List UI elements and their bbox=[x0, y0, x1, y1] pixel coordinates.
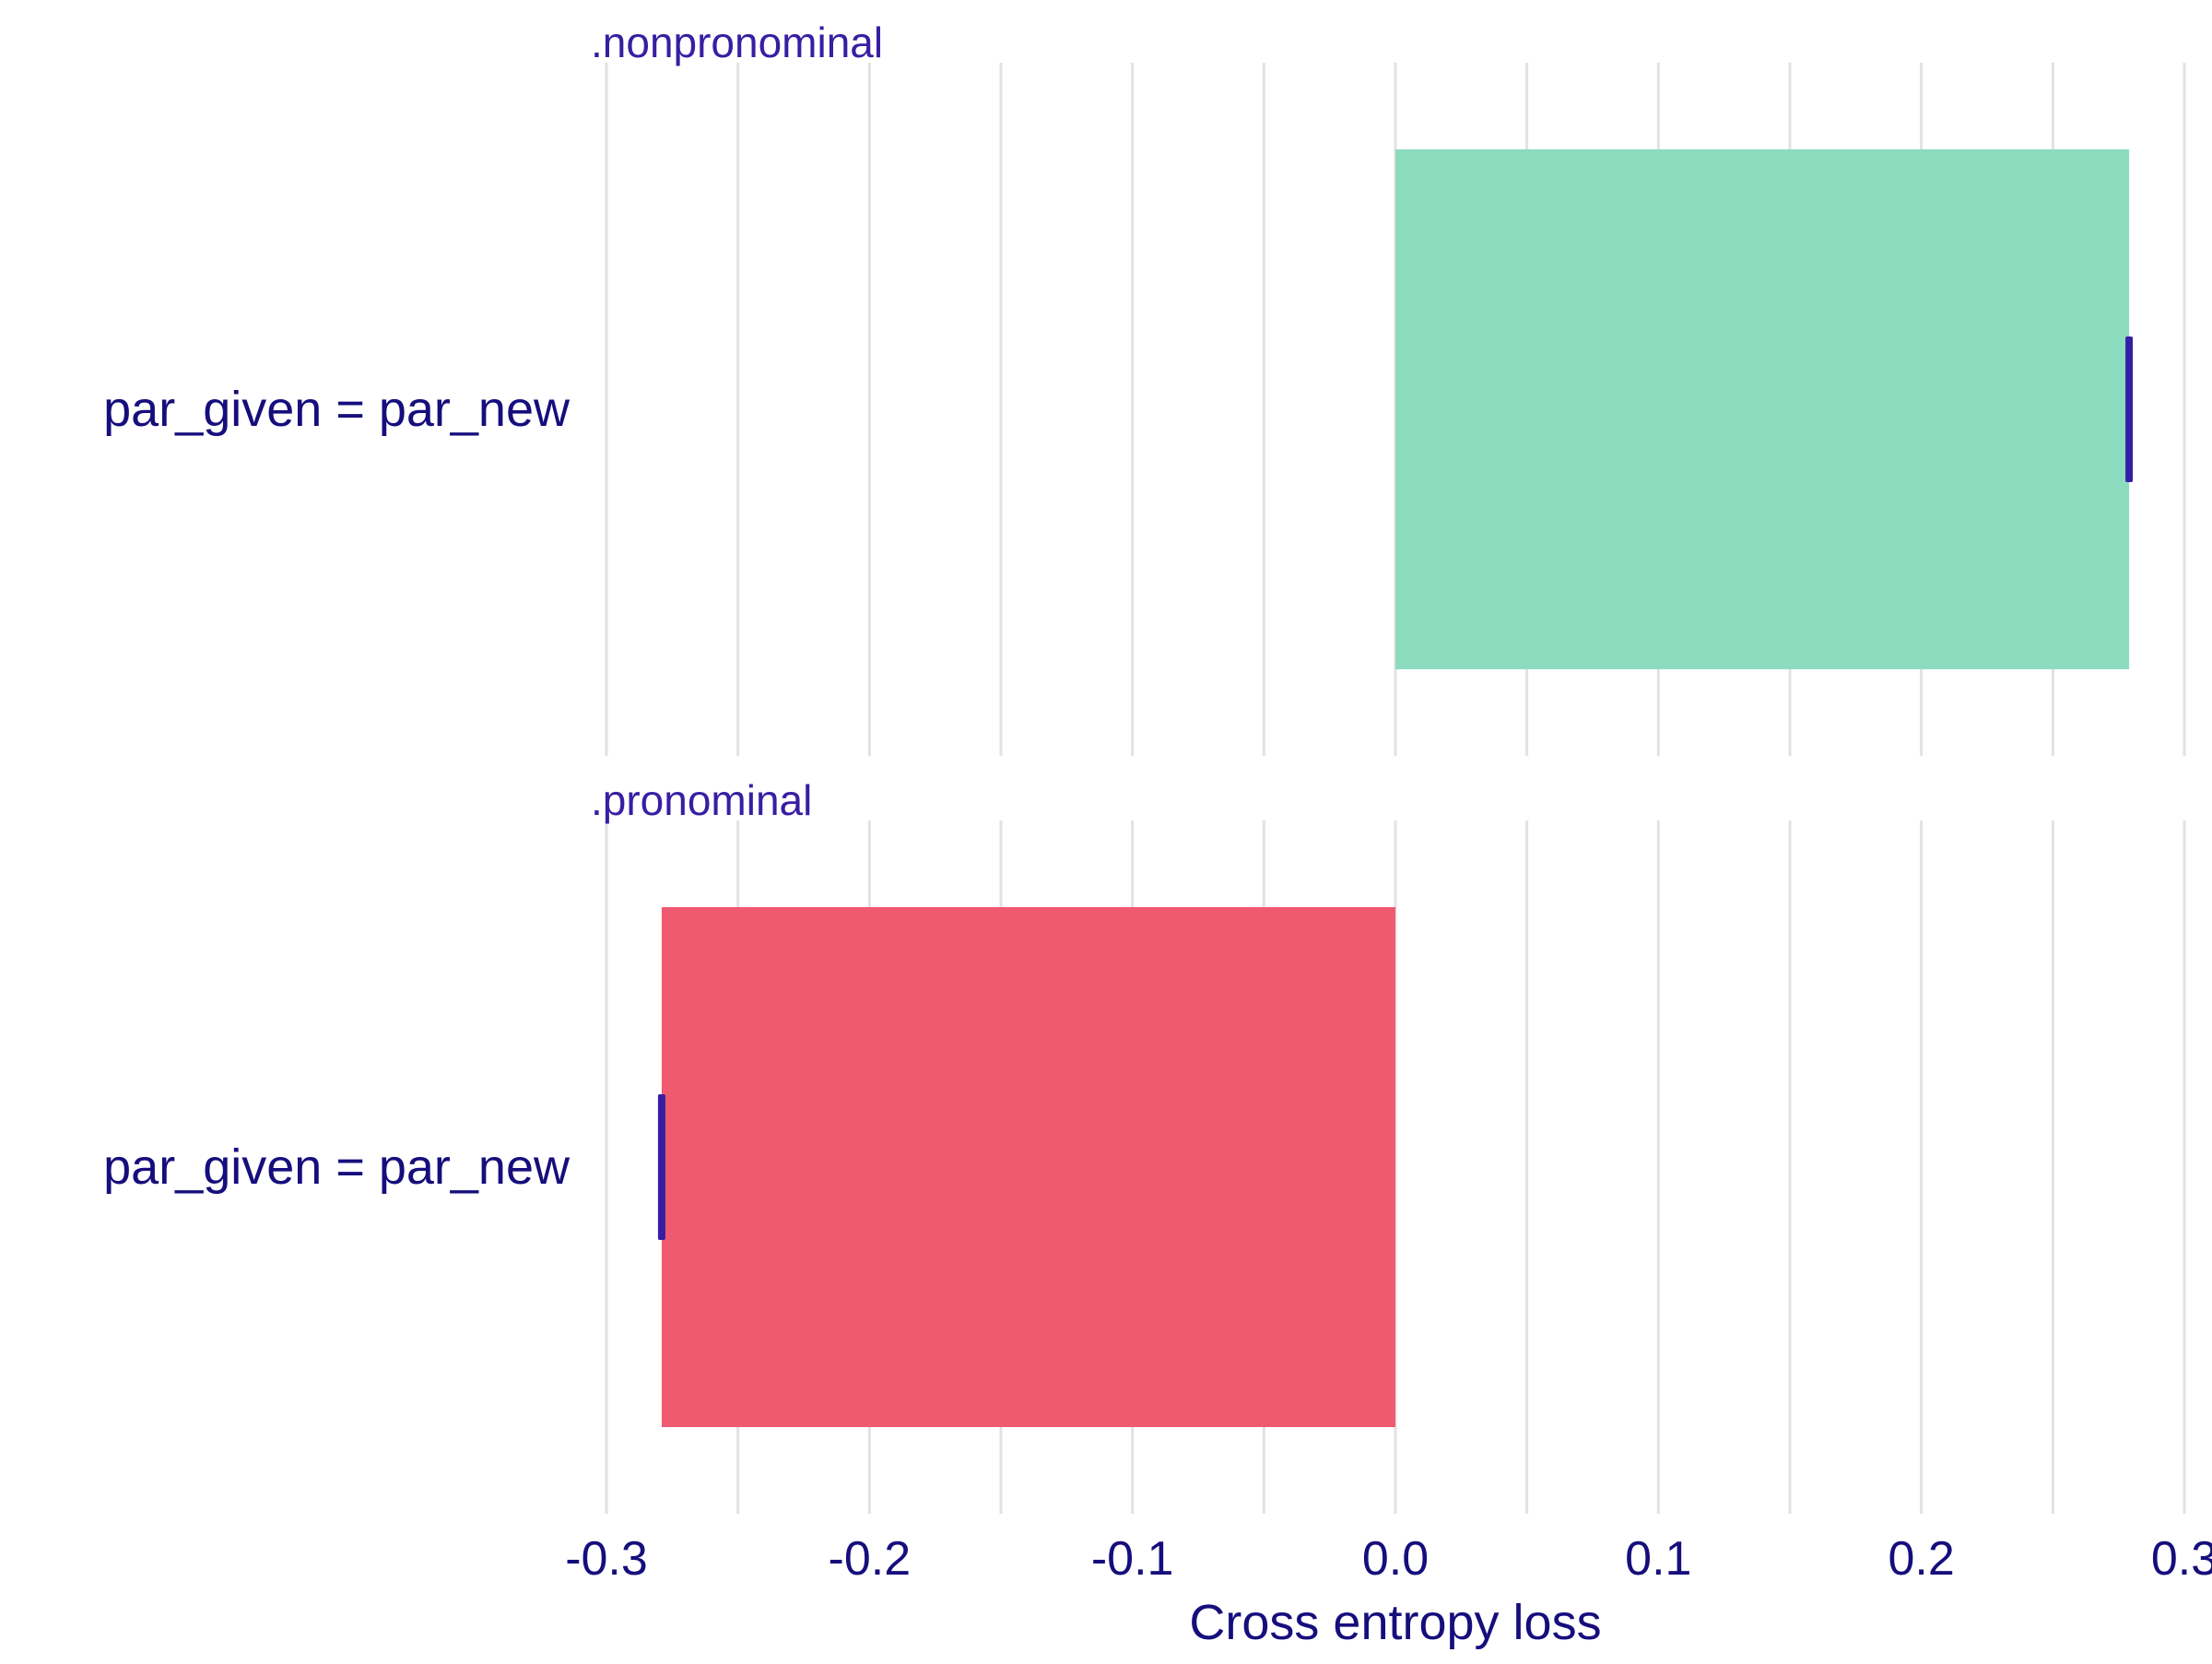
x-tick-label: -0.1 bbox=[1091, 1532, 1174, 1586]
x-tick-label: -0.2 bbox=[829, 1532, 912, 1586]
y-tick-label: par_given = par_new bbox=[103, 1139, 571, 1195]
boxplot-marker bbox=[2125, 336, 2134, 482]
bars-layer bbox=[657, 149, 2134, 1427]
x-tick-label: 0.2 bbox=[1888, 1532, 1955, 1586]
x-tick-label: 0.0 bbox=[1362, 1532, 1429, 1586]
bar bbox=[1395, 149, 2130, 669]
facet-label: .nonpronominal bbox=[591, 18, 883, 66]
y-tick-label: par_given = par_new bbox=[103, 382, 571, 437]
x-tick-label: 0.3 bbox=[2151, 1532, 2212, 1586]
facet-label: .pronominal bbox=[591, 776, 812, 824]
x-tick-label: 0.1 bbox=[1625, 1532, 1691, 1586]
labels-layer: .nonpronominal par_given = par_new .pronom… bbox=[103, 18, 2212, 1586]
x-axis-title: Cross entropy loss bbox=[1189, 1595, 1601, 1650]
boxplot-marker bbox=[657, 1094, 665, 1240]
bar bbox=[661, 907, 1395, 1427]
x-tick-label: -0.3 bbox=[565, 1532, 648, 1586]
